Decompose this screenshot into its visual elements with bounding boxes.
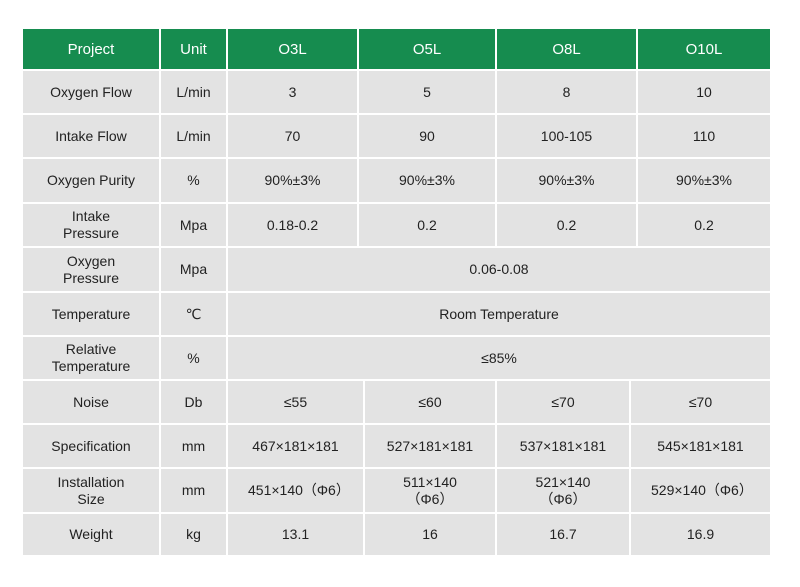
merged-cell: Room Temperature	[228, 293, 770, 335]
cell: %	[161, 159, 226, 202]
row-label: Intake Flow	[23, 115, 159, 157]
cell: 537×181×181	[497, 425, 629, 467]
cell: L/min	[161, 71, 226, 113]
cell: 0.2	[497, 204, 636, 246]
merged-cell: ≤85%	[228, 337, 770, 379]
cell: 10	[638, 71, 770, 113]
header-cell: O8L	[497, 29, 636, 69]
cell: 90	[359, 115, 495, 157]
cell: 0.2	[638, 204, 770, 246]
cell: ≤70	[631, 381, 770, 423]
header-cell: Project	[23, 29, 159, 69]
cell: 16.9	[631, 514, 770, 555]
cell: 451×140（Φ6）	[228, 469, 363, 512]
cell: 90%±3%	[228, 159, 357, 202]
merged-cell: 0.06-0.08	[228, 248, 770, 291]
cell: 467×181×181	[228, 425, 363, 467]
row-label: Noise	[23, 381, 159, 423]
cell: %	[161, 337, 226, 379]
cell: 511×140（Φ6）	[365, 469, 495, 512]
header-cell: Unit	[161, 29, 226, 69]
cell: kg	[161, 514, 226, 555]
cell: 0.18-0.2	[228, 204, 357, 246]
cell: Mpa	[161, 204, 226, 246]
row-label: Relative Temperature	[23, 337, 159, 379]
row-label: Oxygen Flow	[23, 71, 159, 113]
cell: Db	[161, 381, 226, 423]
cell: L/min	[161, 115, 226, 157]
cell: 110	[638, 115, 770, 157]
cell: 521×140（Φ6）	[497, 469, 629, 512]
cell: 8	[497, 71, 636, 113]
cell: 0.2	[359, 204, 495, 246]
row-label: Specification	[23, 425, 159, 467]
row-label: Installation Size	[23, 469, 159, 512]
cell: 90%±3%	[359, 159, 495, 202]
cell: 527×181×181	[365, 425, 495, 467]
row-label: Weight	[23, 514, 159, 555]
cell: 529×140（Φ6）	[631, 469, 770, 512]
cell: mm	[161, 469, 226, 512]
cell: ≤70	[497, 381, 629, 423]
cell: 16.7	[497, 514, 629, 555]
row-label: Intake Pressure	[23, 204, 159, 246]
cell: 545×181×181	[631, 425, 770, 467]
cell: ℃	[161, 293, 226, 335]
row-label: Oxygen Pressure	[23, 248, 159, 291]
cell: mm	[161, 425, 226, 467]
header-cell: O3L	[228, 29, 357, 69]
cell: 16	[365, 514, 495, 555]
row-label: Oxygen Purity	[23, 159, 159, 202]
cell: 70	[228, 115, 357, 157]
header-cell: O5L	[359, 29, 495, 69]
cell: 90%±3%	[497, 159, 636, 202]
cell: Mpa	[161, 248, 226, 291]
cell: 5	[359, 71, 495, 113]
cell: ≤60	[365, 381, 495, 423]
cell: 3	[228, 71, 357, 113]
cell: ≤55	[228, 381, 363, 423]
cell: 90%±3%	[638, 159, 770, 202]
header-cell: O10L	[638, 29, 770, 69]
cell: 100-105	[497, 115, 636, 157]
cell: 13.1	[228, 514, 363, 555]
row-label: Temperature	[23, 293, 159, 335]
